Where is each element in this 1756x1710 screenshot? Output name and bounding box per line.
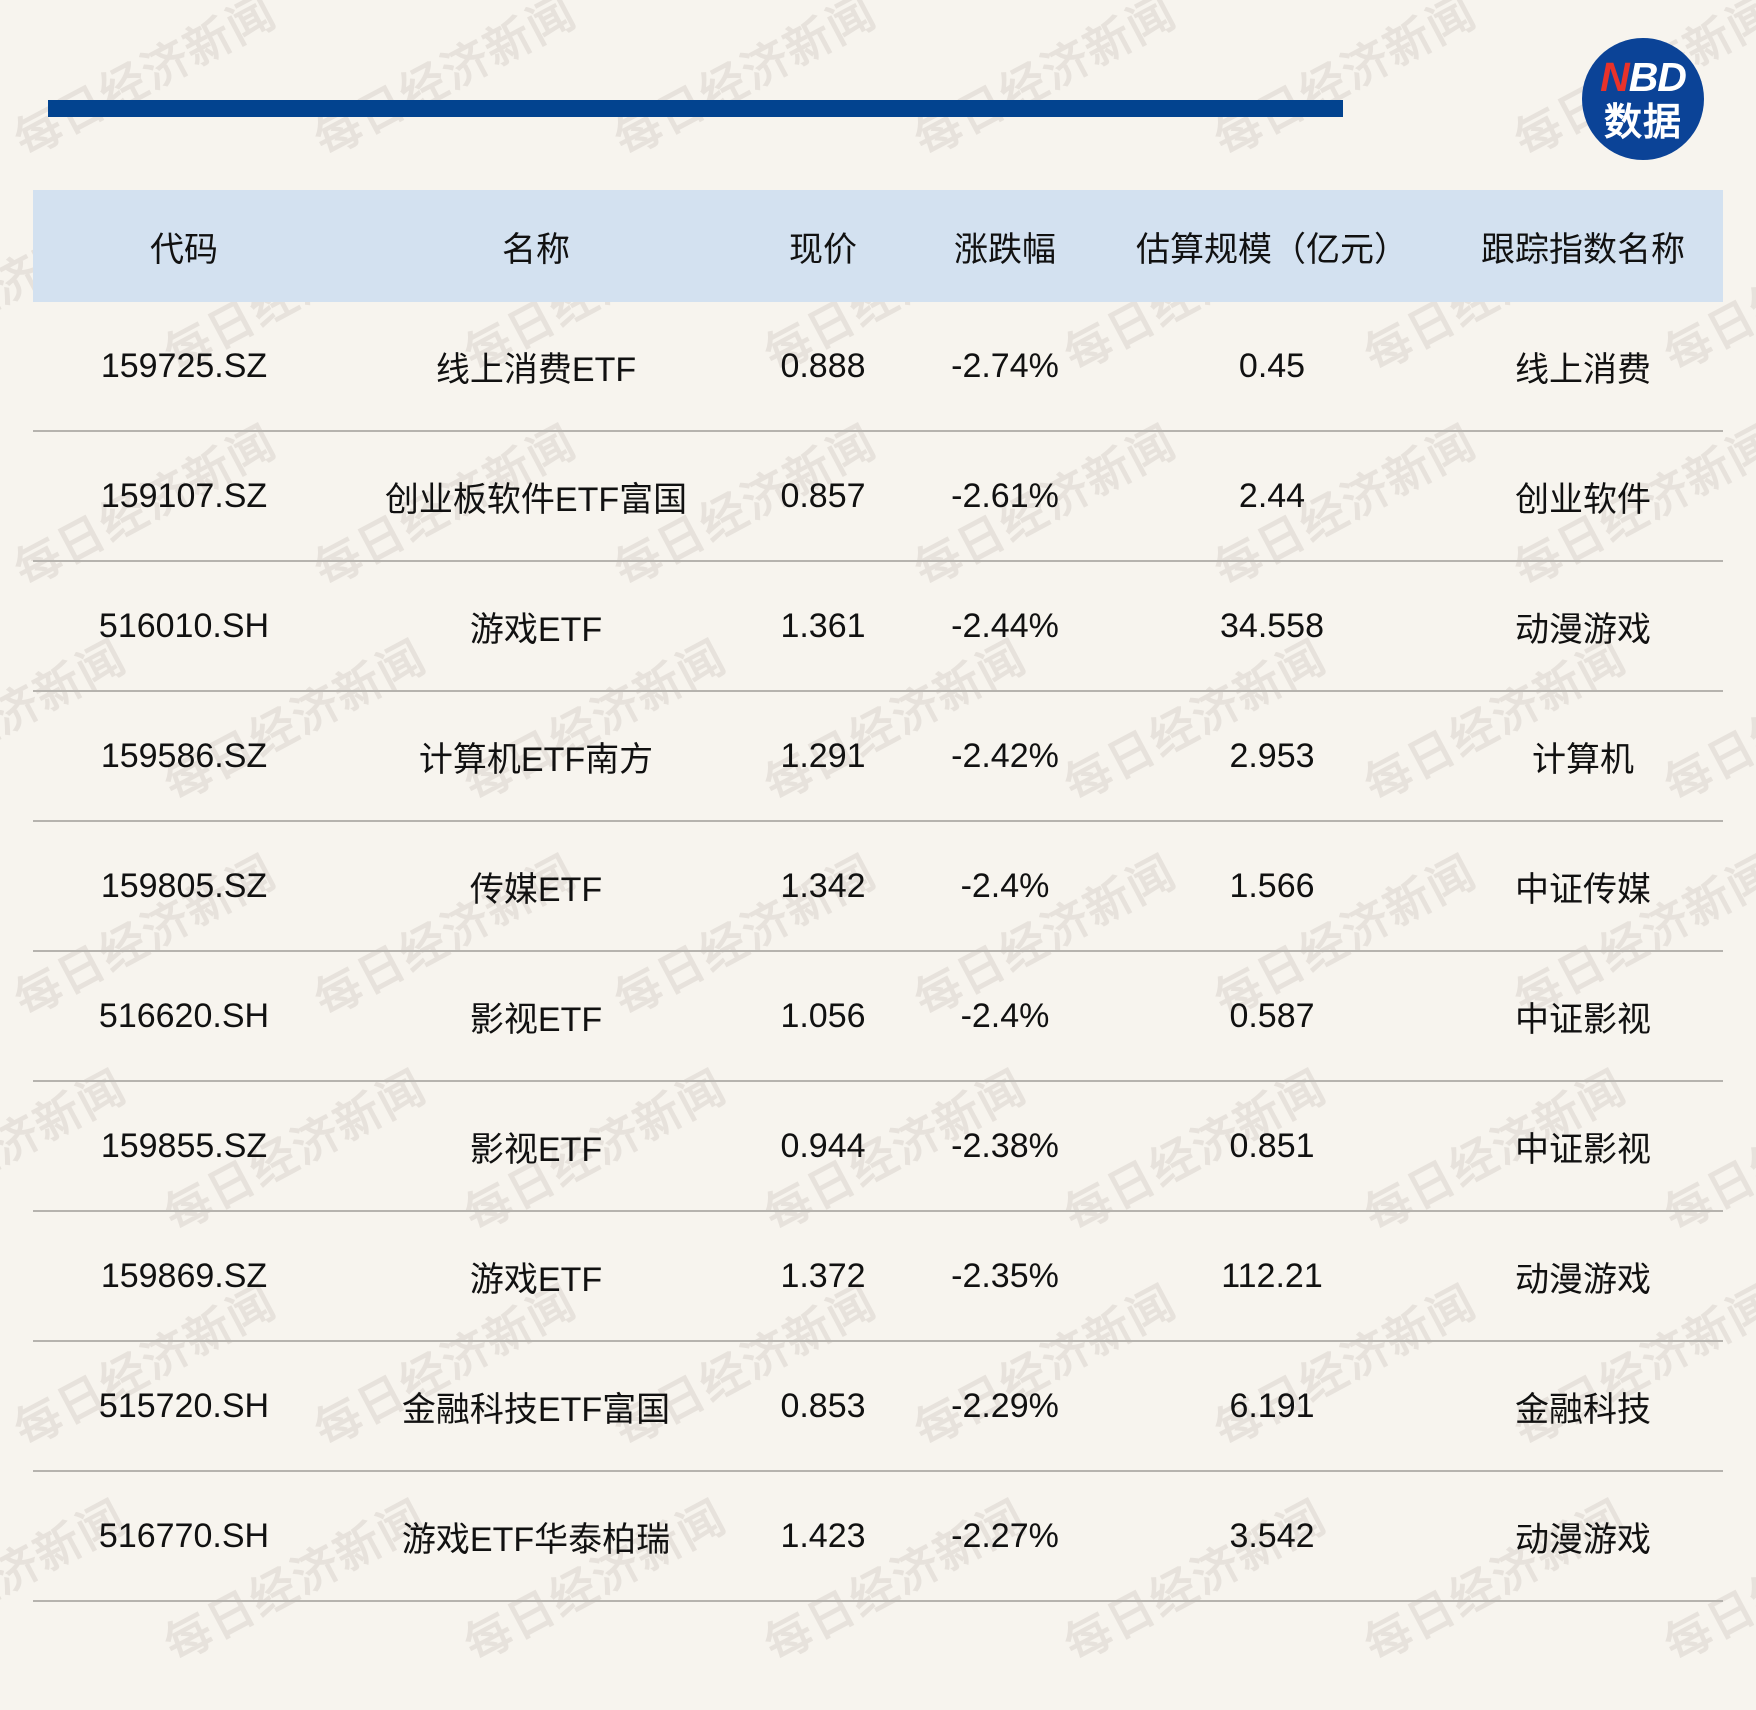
- table-row: 159107.SZ 创业板软件ETF富国 0.857 -2.61% 2.44 创业软件: [33, 431, 1723, 562]
- cell-index: 线上消费: [1443, 302, 1723, 432]
- cell-change: -2.42%: [909, 691, 1101, 822]
- column-header-code: 代码: [33, 190, 335, 302]
- nbd-logo-subtitle: 数据: [1603, 101, 1682, 144]
- cell-scale: 0.851: [1101, 1081, 1443, 1212]
- cell-scale: 0.45: [1101, 302, 1443, 432]
- table-row: 159869.SZ 游戏ETF 1.372 -2.35% 112.21 动漫游戏: [33, 1211, 1723, 1342]
- cell-code: 159855.SZ: [33, 1081, 335, 1212]
- cell-price: 1.056: [737, 951, 909, 1082]
- watermark-text: 每日经济新闻: [1, 1696, 286, 1710]
- table-body: 159725.SZ 线上消费ETF 0.888 -2.74% 0.45 线上消费 15910…: [33, 302, 1723, 1602]
- cell-name: 游戏ETF华泰柏瑞: [335, 1471, 737, 1602]
- table-header: 代码 名称 现价 涨跌幅 估算规模（亿元） 跟踪指数名称: [33, 190, 1723, 302]
- cell-change: -2.27%: [909, 1471, 1101, 1602]
- cell-scale: 2.953: [1101, 691, 1443, 822]
- cell-price: 1.291: [737, 691, 909, 822]
- cell-index: 动漫游戏: [1443, 561, 1723, 692]
- cell-price: 0.888: [737, 302, 909, 432]
- column-header-price: 现价: [737, 190, 909, 302]
- cell-code: 515720.SH: [33, 1341, 335, 1472]
- table-row: 159805.SZ 传媒ETF 1.342 -2.4% 1.566 中证传媒: [33, 821, 1723, 952]
- cell-price: 0.853: [737, 1341, 909, 1472]
- cell-name: 影视ETF: [335, 951, 737, 1082]
- watermark-text: 每日经济新闻: [601, 1696, 886, 1710]
- table-row: 159586.SZ 计算机ETF南方 1.291 -2.42% 2.953 计算机: [33, 691, 1723, 822]
- cell-change: -2.29%: [909, 1341, 1101, 1472]
- cell-change: -2.4%: [909, 951, 1101, 1082]
- cell-code: 516010.SH: [33, 561, 335, 692]
- cell-code: 516770.SH: [33, 1471, 335, 1602]
- cell-scale: 34.558: [1101, 561, 1443, 692]
- cell-name: 金融科技ETF富国: [335, 1341, 737, 1472]
- watermark-text: 每日经济新闻: [901, 1696, 1186, 1710]
- cell-index: 中证影视: [1443, 1081, 1723, 1212]
- column-header-name: 名称: [335, 190, 737, 302]
- cell-code: 159107.SZ: [33, 431, 335, 562]
- nbd-logo-wordmark: N BD: [1600, 53, 1687, 100]
- cell-index: 金融科技: [1443, 1341, 1723, 1472]
- cell-price: 1.342: [737, 821, 909, 952]
- etf-table: 代码 名称 现价 涨跌幅 估算规模（亿元） 跟踪指数名称 159725.SZ 线上…: [33, 190, 1723, 1602]
- page-header: N BD 数据: [0, 0, 1756, 190]
- cell-price: 0.857: [737, 431, 909, 562]
- cell-name: 影视ETF: [335, 1081, 737, 1212]
- cell-scale: 112.21: [1101, 1211, 1443, 1342]
- cell-scale: 3.542: [1101, 1471, 1443, 1602]
- nbd-logo: N BD 数据: [1582, 38, 1704, 160]
- table-row: 515720.SH 金融科技ETF富国 0.853 -2.29% 6.191 金融科技: [33, 1341, 1723, 1472]
- cell-change: -2.35%: [909, 1211, 1101, 1342]
- cell-name: 游戏ETF: [335, 1211, 737, 1342]
- cell-change: -2.61%: [909, 431, 1101, 562]
- cell-index: 中证传媒: [1443, 821, 1723, 952]
- cell-price: 1.423: [737, 1471, 909, 1602]
- cell-code: 159869.SZ: [33, 1211, 335, 1342]
- cell-change: -2.44%: [909, 561, 1101, 692]
- cell-index: 中证影视: [1443, 951, 1723, 1082]
- column-header-index: 跟踪指数名称: [1443, 190, 1723, 302]
- nbd-logo-letter-n: N: [1600, 53, 1630, 100]
- cell-price: 1.372: [737, 1211, 909, 1342]
- table-row: 516010.SH 游戏ETF 1.361 -2.44% 34.558 动漫游戏: [33, 561, 1723, 692]
- table-row: 159855.SZ 影视ETF 0.944 -2.38% 0.851 中证影视: [33, 1081, 1723, 1212]
- cell-index: 动漫游戏: [1443, 1471, 1723, 1602]
- watermark-text: 每日经济新闻: [301, 1696, 586, 1710]
- watermark-text: 每日经济新闻: [1201, 1696, 1486, 1710]
- cell-code: 159725.SZ: [33, 302, 335, 432]
- watermark-text: 每日经济新闻: [1501, 1696, 1756, 1710]
- table-row: 516620.SH 影视ETF 1.056 -2.4% 0.587 中证影视: [33, 951, 1723, 1082]
- table-row: 516770.SH 游戏ETF华泰柏瑞 1.423 -2.27% 3.542 动漫游戏: [33, 1471, 1723, 1602]
- cell-scale: 0.587: [1101, 951, 1443, 1082]
- cell-code: 159805.SZ: [33, 821, 335, 952]
- cell-name: 线上消费ETF: [335, 302, 737, 432]
- column-header-scale: 估算规模（亿元）: [1101, 190, 1443, 302]
- cell-change: -2.38%: [909, 1081, 1101, 1212]
- cell-scale: 2.44: [1101, 431, 1443, 562]
- table-header-row: 代码 名称 现价 涨跌幅 估算规模（亿元） 跟踪指数名称: [33, 190, 1723, 302]
- cell-scale: 1.566: [1101, 821, 1443, 952]
- cell-index: 创业软件: [1443, 431, 1723, 562]
- cell-code: 159586.SZ: [33, 691, 335, 822]
- cell-name: 创业板软件ETF富国: [335, 431, 737, 562]
- cell-price: 0.944: [737, 1081, 909, 1212]
- cell-name: 游戏ETF: [335, 561, 737, 692]
- cell-name: 计算机ETF南方: [335, 691, 737, 822]
- title-rule-bar: [48, 100, 1343, 117]
- cell-scale: 6.191: [1101, 1341, 1443, 1472]
- nbd-logo-letters-bd: BD: [1628, 53, 1687, 100]
- cell-code: 516620.SH: [33, 951, 335, 1082]
- cell-change: -2.4%: [909, 821, 1101, 952]
- cell-index: 计算机: [1443, 691, 1723, 822]
- cell-index: 动漫游戏: [1443, 1211, 1723, 1342]
- cell-name: 传媒ETF: [335, 821, 737, 952]
- cell-price: 1.361: [737, 561, 909, 692]
- cell-change: -2.74%: [909, 302, 1101, 432]
- table-row: 159725.SZ 线上消费ETF 0.888 -2.74% 0.45 线上消费: [33, 302, 1723, 432]
- column-header-change: 涨跌幅: [909, 190, 1101, 302]
